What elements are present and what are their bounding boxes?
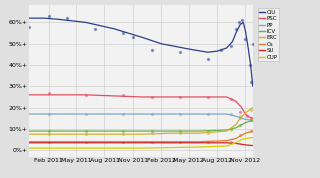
Point xyxy=(228,98,234,101)
Point xyxy=(205,57,210,60)
Point xyxy=(83,93,88,96)
Point xyxy=(177,130,182,132)
Point xyxy=(205,113,210,116)
Point xyxy=(46,91,52,94)
Point xyxy=(249,117,254,120)
Point xyxy=(149,140,154,143)
Point xyxy=(244,115,249,118)
Point xyxy=(83,130,88,132)
Point xyxy=(205,130,210,132)
Point xyxy=(238,117,243,120)
Point xyxy=(247,64,252,66)
Point xyxy=(249,108,254,111)
Point xyxy=(239,19,244,22)
Point xyxy=(238,115,243,118)
Point xyxy=(46,130,52,132)
Point xyxy=(149,130,154,132)
Point xyxy=(238,134,243,137)
Point xyxy=(250,42,255,45)
Point xyxy=(205,96,210,98)
Point xyxy=(121,93,126,96)
Point xyxy=(236,21,241,24)
Point xyxy=(46,15,52,17)
Point xyxy=(26,25,31,28)
Point xyxy=(177,140,182,143)
Point xyxy=(149,113,154,116)
Point xyxy=(121,113,126,116)
Point xyxy=(121,140,126,143)
Point xyxy=(228,127,234,130)
Point xyxy=(233,27,238,30)
Point xyxy=(228,44,234,47)
Point xyxy=(46,140,52,143)
Point xyxy=(83,133,88,136)
Point xyxy=(121,133,126,136)
Point xyxy=(228,113,234,116)
Point xyxy=(249,119,254,122)
Point xyxy=(149,49,154,51)
Point xyxy=(83,140,88,143)
Point xyxy=(92,27,98,30)
Point xyxy=(228,140,234,143)
Point xyxy=(219,49,224,51)
Point xyxy=(177,132,182,135)
Point xyxy=(149,96,154,98)
Point xyxy=(83,113,88,116)
Point xyxy=(238,123,243,126)
Point xyxy=(249,81,254,83)
Point xyxy=(121,32,126,35)
Point xyxy=(130,36,135,39)
Point xyxy=(205,140,210,143)
Point xyxy=(46,133,52,136)
Point xyxy=(121,130,126,132)
Point xyxy=(249,130,254,132)
Point xyxy=(238,111,243,113)
Legend: CiU, PSC, PP, ICV, ERC, Cs, SU, CUP: CiU, PSC, PP, ICV, ERC, Cs, SU, CUP xyxy=(258,8,279,61)
Point xyxy=(149,132,154,135)
Point xyxy=(228,127,234,130)
Point xyxy=(205,132,210,135)
Point xyxy=(249,119,254,122)
Point xyxy=(177,51,182,54)
Point xyxy=(177,113,182,116)
Point xyxy=(177,96,182,98)
Point xyxy=(243,38,248,41)
Point xyxy=(64,17,69,20)
Point xyxy=(46,113,52,116)
